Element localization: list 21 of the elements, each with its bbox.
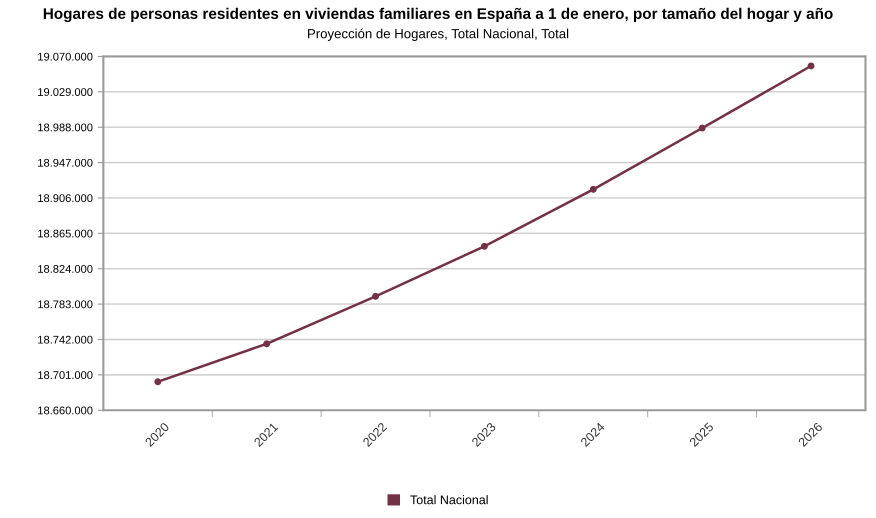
point [263,340,270,348]
point [808,62,815,70]
y-tick-label: 18.865.000 [38,230,93,238]
y-tick-label: 18.947.000 [38,158,93,167]
chart-subtitle: Proyección de Hogares, Total Nacional, Total [308,28,568,41]
point [154,378,162,386]
point [590,186,597,193]
y-tick-label: 19.029.000 [38,88,93,96]
y-tick-label: 19.070.000 [38,52,93,61]
y-tick-label: 18.824.000 [38,265,93,273]
point [480,242,488,250]
y-tick-label: 18.660.000 [38,406,93,414]
y-tick-label: 18.783.000 [38,300,93,308]
point [372,292,380,300]
y-tick-label: 18.742.000 [38,336,93,344]
chart-title: Hogares de personas residentes en viviendas familiares en España a 1 de enero, por tamaño del hogar y año [44,8,833,22]
y-tick-label: 18.906.000 [38,194,93,202]
y-tick-label: 18.701.000 [38,371,93,380]
point [698,124,706,132]
y-tick-label: 18.988.000 [38,123,93,132]
legend-label: Total Nacional [410,495,488,504]
